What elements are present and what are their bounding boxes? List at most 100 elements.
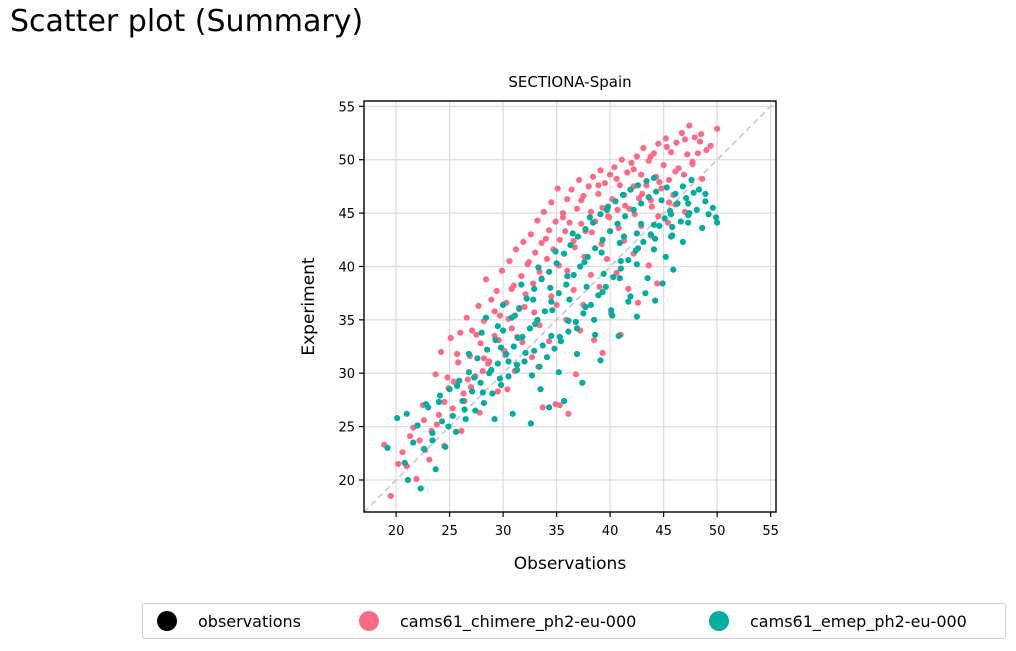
series-2-point-49: [543, 354, 551, 361]
series-2-point-41: [523, 295, 530, 302]
series-2-point-87: [638, 200, 645, 207]
series-2-point-58: [565, 328, 572, 335]
series-2-point-72: [599, 236, 606, 243]
series-2-point-2: [401, 459, 408, 466]
series-2-point-201: [633, 261, 641, 268]
series-1-point-30: [488, 296, 495, 303]
series-1-point-112: [686, 122, 693, 129]
series-1-point-152: [491, 308, 498, 315]
legend: observations cams61_chimere_ph2-eu-000 c…: [142, 603, 1006, 639]
series-1-point-57: [552, 218, 559, 225]
series-1-point-133: [665, 199, 673, 206]
series-1-point-184: [485, 360, 492, 367]
series-2-point-168: [617, 258, 624, 265]
series-2-point-118: [500, 301, 507, 308]
series-1-point-120: [714, 125, 721, 132]
series-1-point-103: [662, 135, 669, 142]
series-2-point-200: [616, 275, 623, 282]
series-1-point-5: [406, 433, 414, 440]
series-2-point-64: [580, 310, 587, 317]
series-2-point-106: [688, 176, 695, 184]
series-2-point-162: [515, 334, 522, 342]
series-2-point-13: [442, 443, 449, 450]
series-2-point-97: [663, 184, 670, 191]
series-1-point-150: [473, 331, 480, 338]
series-2-point-29: [492, 337, 499, 344]
series-2-point-135: [633, 313, 641, 320]
series-1-point-140: [625, 285, 632, 292]
series-1-point-33: [496, 312, 503, 319]
series-2-point-20: [465, 369, 472, 376]
series-2-point-158: [625, 298, 632, 305]
series-2-point-51: [548, 298, 555, 305]
series-2-point-123: [586, 214, 593, 221]
legend-item-observations[interactable]: observations: [157, 604, 301, 638]
series-2-point-67: [587, 301, 595, 308]
series-2-point-164: [549, 307, 556, 314]
series-2-point-110: [699, 224, 706, 232]
series-2-point-18: [459, 397, 466, 405]
series-2-point-186: [702, 190, 709, 197]
series-1-point-121: [464, 376, 471, 383]
series-1-point-174: [606, 214, 613, 221]
series-2-point-124: [603, 206, 611, 213]
series-2-point-137: [670, 266, 677, 273]
series-1-point-154: [525, 259, 532, 266]
series-2-point-77: [612, 198, 619, 205]
series-1-point-105: [668, 149, 675, 156]
series-2-point-102: [677, 218, 684, 225]
series-2-point-120: [535, 264, 542, 271]
series-2-point-107: [690, 189, 697, 196]
x-tick-label-2: 30: [495, 524, 512, 539]
legend-item-emep[interactable]: cams61_emep_ph2-eu-000: [709, 604, 967, 638]
series-1-point-25: [475, 302, 482, 310]
series-2-point-155: [573, 325, 581, 332]
series-1-point-13: [437, 348, 445, 355]
series-2-point-153: [539, 342, 546, 349]
series-2-point-40: [521, 358, 528, 365]
series-2-point-44: [531, 285, 538, 292]
legend-marker-observations: [157, 611, 177, 631]
series-2-point-59: [567, 242, 574, 249]
series-1-point-84: [616, 182, 623, 189]
series-2-point-26: [484, 346, 491, 353]
series-2-point-182: [633, 230, 641, 237]
series-2-point-167: [600, 270, 607, 277]
series-1-point-176: [639, 190, 646, 197]
series-1-point-28: [482, 276, 490, 283]
series-1-point-138: [591, 337, 598, 344]
series-1-point-199: [458, 427, 465, 434]
series-1-point-127: [564, 267, 571, 274]
series-2-point-163: [532, 321, 539, 328]
series-2-point-195: [531, 347, 538, 354]
series-2-point-185: [685, 200, 692, 207]
series-2-point-14: [446, 386, 453, 393]
series-1-point-7: [416, 437, 423, 444]
series-2-point-170: [652, 235, 659, 242]
series-1-point-207: [596, 283, 603, 290]
series-1-point-38: [508, 325, 515, 332]
series-2-point-150: [488, 366, 495, 374]
series-2-point-100: [672, 190, 679, 197]
legend-item-chimere[interactable]: cams61_chimere_ph2-eu-000: [359, 604, 636, 638]
series-1-point-147: [634, 299, 642, 306]
series-1-point-65: [570, 237, 577, 244]
series-2-point-28: [489, 390, 496, 397]
series-2-point-3: [404, 476, 411, 484]
series-1-point-134: [504, 386, 511, 393]
series-1-point-186: [519, 339, 526, 346]
series-1-point-73: [589, 173, 597, 180]
axes-frame: [363, 100, 777, 513]
series-1-point-93: [638, 171, 645, 178]
series-1-point-82: [611, 164, 618, 171]
series-2-point-6: [417, 485, 424, 492]
series-2-point-47: [538, 276, 545, 283]
series-1-point-119: [707, 142, 714, 149]
series-1-point-87: [624, 169, 631, 176]
series-1-point-100: [655, 140, 662, 147]
series-1-point-55: [548, 199, 555, 206]
series-2-point-145: [662, 253, 669, 260]
series-2-point-136: [652, 297, 659, 304]
series-1-point-190: [587, 271, 595, 279]
series-2-point-46: [536, 363, 543, 370]
